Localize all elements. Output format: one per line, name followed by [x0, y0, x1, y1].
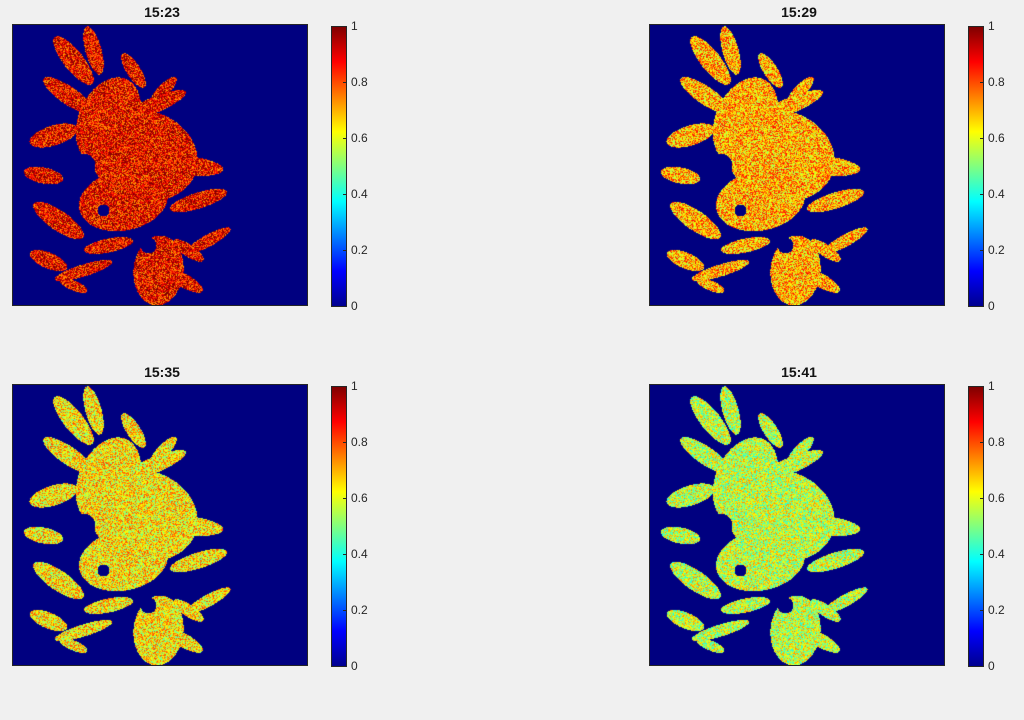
chart-title: 15:41: [781, 364, 817, 380]
colorbar-tick-mark: [343, 250, 346, 251]
colorbar-tick-label: 0.2: [351, 603, 368, 617]
colorbar-tick-mark: [980, 250, 983, 251]
colorbar-tick-label: 0.8: [351, 75, 368, 89]
colorbar-tick-label: 0.6: [988, 491, 1005, 505]
colorbar-tick-label: 0.4: [988, 547, 1005, 561]
colorbar-tick-mark: [343, 138, 346, 139]
colorbar-tick-label: 0.6: [988, 131, 1005, 145]
colorbar-tick-mark: [343, 26, 346, 27]
colorbar: [968, 26, 984, 307]
colorbar-tick-label: 0.8: [351, 435, 368, 449]
colorbar-tick-label: 0.8: [988, 435, 1005, 449]
colorbar-tick-mark: [343, 442, 346, 443]
colorbar-tick-mark: [980, 610, 983, 611]
colorbar: [331, 386, 347, 667]
colorbar-tick-label: 0.4: [988, 187, 1005, 201]
colorbar-tick-mark: [980, 386, 983, 387]
colorbar: [331, 26, 347, 307]
colorbar-tick-mark: [343, 194, 346, 195]
colorbar-tick-mark: [343, 82, 346, 83]
colorbar-tick-mark: [980, 194, 983, 195]
chart-title: 15:29: [781, 4, 817, 20]
colorbar-tick-label: 1: [988, 19, 995, 33]
colorbar-tick-mark: [980, 498, 983, 499]
colorbar-tick-label: 0: [988, 299, 995, 313]
colorbar-tick-mark: [980, 82, 983, 83]
heatmap-axes: [649, 24, 945, 306]
heatmap-image: [650, 385, 944, 665]
colorbar-tick-label: 0.8: [988, 75, 1005, 89]
colorbar-tick-mark: [343, 386, 346, 387]
colorbar-tick-mark: [980, 442, 983, 443]
heatmap-image: [650, 25, 944, 305]
colorbar-tick-mark: [343, 306, 346, 307]
colorbar-tick-label: 0.2: [988, 603, 1005, 617]
colorbar-tick-label: 0.6: [351, 131, 368, 145]
colorbar-tick-label: 0.2: [988, 243, 1005, 257]
heatmap-image: [13, 25, 307, 305]
colorbar-tick-label: 0.2: [351, 243, 368, 257]
heatmap-panel-1: 15:23 0 0.2 0.4 0.6 0.8 1: [0, 0, 512, 360]
colorbar-tick-mark: [980, 26, 983, 27]
heatmap-axes: [649, 384, 945, 666]
colorbar-tick-label: 1: [351, 19, 358, 33]
heatmap-panel-4: 15:41 0 0.2 0.4 0.6 0.8 1: [512, 360, 1024, 720]
chart-title: 15:35: [144, 364, 180, 380]
colorbar-tick-label: 1: [988, 379, 995, 393]
chart-title: 15:23: [144, 4, 180, 20]
colorbar-tick-label: 0.6: [351, 491, 368, 505]
colorbar-tick-mark: [343, 610, 346, 611]
heatmap-panel-3: 15:35 0 0.2 0.4 0.6 0.8 1: [0, 360, 512, 720]
colorbar-tick-label: 1: [351, 379, 358, 393]
colorbar-tick-mark: [980, 554, 983, 555]
colorbar-tick-mark: [343, 554, 346, 555]
colorbar-tick-mark: [980, 138, 983, 139]
colorbar-tick-mark: [343, 498, 346, 499]
colorbar-tick-label: 0.4: [351, 547, 368, 561]
heatmap-image: [13, 385, 307, 665]
colorbar-tick-label: 0.4: [351, 187, 368, 201]
colorbar-tick-label: 0: [988, 659, 995, 673]
colorbar-tick-label: 0: [351, 299, 358, 313]
colorbar-tick-mark: [980, 666, 983, 667]
heatmap-axes: [12, 24, 308, 306]
colorbar-tick-mark: [343, 666, 346, 667]
colorbar-tick-mark: [980, 306, 983, 307]
colorbar-tick-label: 0: [351, 659, 358, 673]
heatmap-panel-2: 15:29 0 0.2 0.4 0.6 0.8 1: [512, 0, 1024, 360]
heatmap-axes: [12, 384, 308, 666]
colorbar: [968, 386, 984, 667]
